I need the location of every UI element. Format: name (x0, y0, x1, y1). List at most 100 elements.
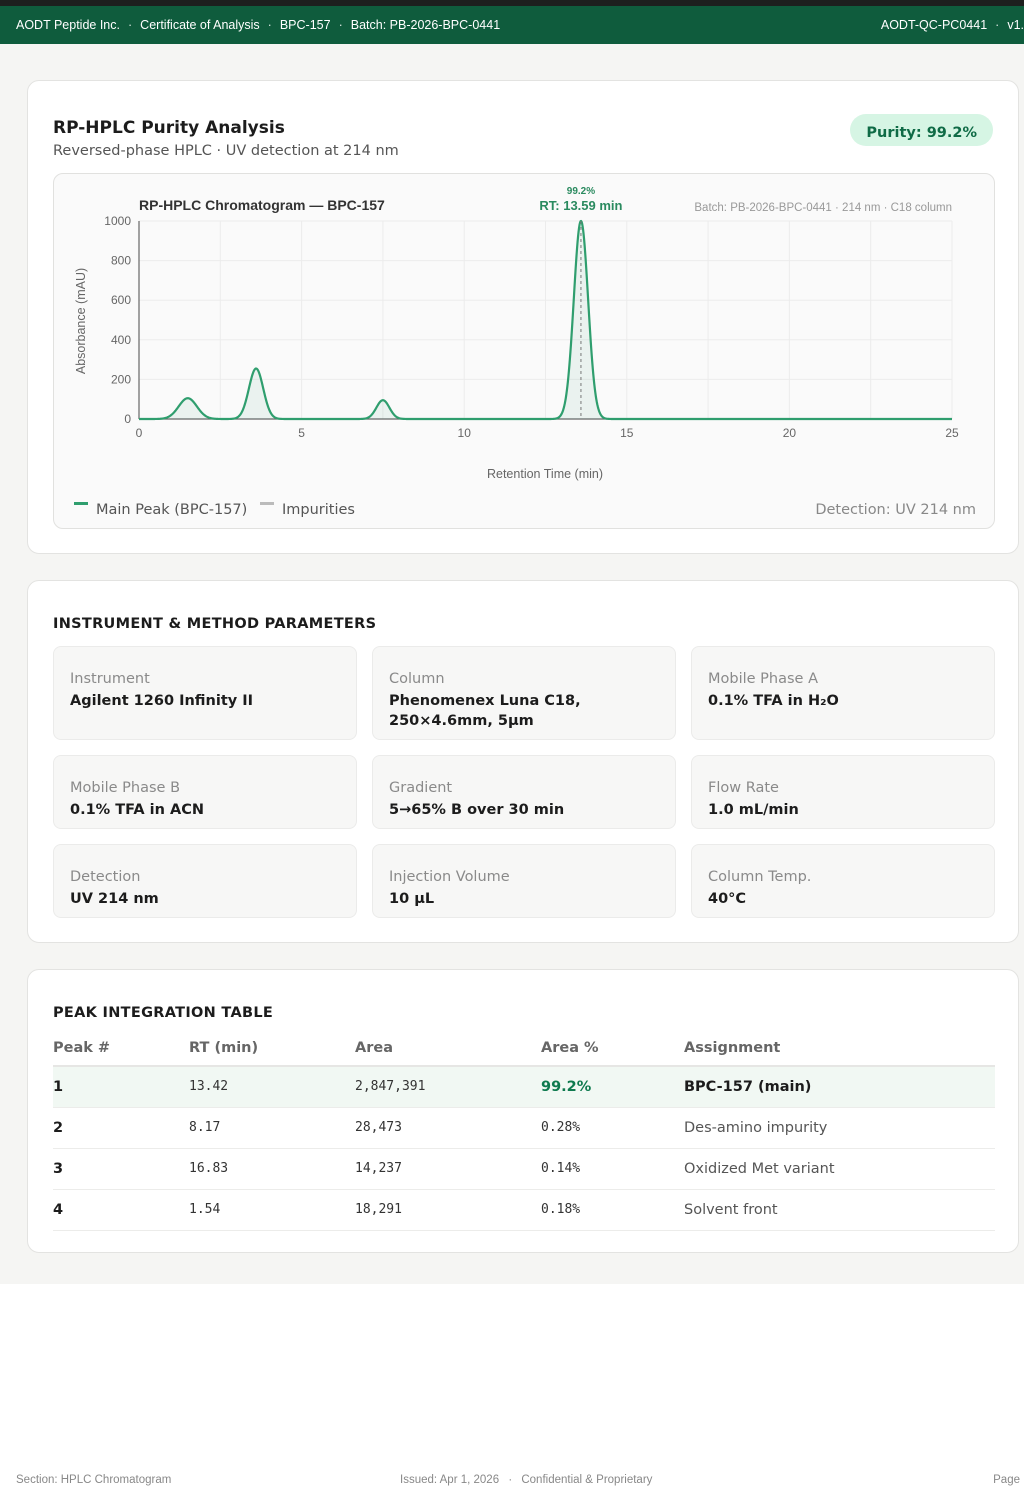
chromatogram-chart: 0 5 10 15 20 25 0 200 400 600 800 1000 RP-HPLC Chro… (74, 186, 959, 481)
document-id-group: AODT-QC-PC0441 · v1. (880, 18, 1024, 32)
param-tile-mobile-phase-b: Mobile Phase B 0.1% TFA in ACN (53, 755, 357, 829)
param-value: 10 μL (389, 891, 435, 907)
company-name: AODT Peptide Inc. (16, 18, 120, 32)
peak-assignment: Des-amino impurity (684, 1107, 995, 1149)
peak-area: 14,237 (355, 1148, 541, 1190)
param-label: Mobile Phase A (708, 671, 818, 687)
peak-area-pct: 0.18% (541, 1189, 684, 1231)
y-tick-label: 800 (111, 254, 131, 268)
param-label: Mobile Phase B (70, 780, 181, 796)
peak-integration-table: Peak # RT (min) Area Area % Assignment 1… (53, 1040, 995, 1231)
param-value: 40°C (708, 891, 747, 907)
document-version: v1. (1007, 18, 1024, 32)
peak-number: 4 (53, 1189, 189, 1231)
peak-assignment: Solvent front (684, 1189, 995, 1231)
x-tick-label: 15 (620, 426, 634, 440)
main-peak-rt-label: RT: 13.59 min (539, 198, 622, 213)
chart-title: RP-HPLC Chromatogram — BPC-157 (139, 197, 385, 213)
peak-assignment: Oxidized Met variant (684, 1148, 995, 1190)
param-value: Phenomenex Luna C18, 250×4.6mm, 5μm (389, 693, 581, 729)
parameters-card: INSTRUMENT & METHOD PARAMETERS Instrumen… (27, 580, 1019, 943)
document-type: Certificate of Analysis (140, 18, 260, 32)
topbar-edge (0, 0, 1024, 6)
legend-main-peak: Main Peak (BPC-157) (74, 501, 247, 518)
x-tick-label: 25 (945, 426, 959, 440)
chart-grid (139, 220, 953, 419)
peak-area: 18,291 (355, 1189, 541, 1231)
col-area: Area (355, 1040, 541, 1067)
param-tile-detection: Detection UV 214 nm (53, 844, 357, 918)
param-tile-gradient: Gradient 5→65% B over 30 min (372, 755, 676, 829)
footer-issued-group: Issued: Apr 1, 2026 · Confidential & Pro… (400, 1474, 653, 1486)
param-value: 0.1% TFA in H₂O (708, 693, 839, 709)
peak-area: 2,847,391 (355, 1066, 541, 1108)
peak-number: 2 (53, 1107, 189, 1149)
peak-number: 1 (53, 1066, 189, 1108)
x-tick-label: 10 (458, 426, 472, 440)
legend-impurities: Impurities (260, 501, 355, 518)
chart-subtitle: Batch: PB-2026-BPC-0441 · 214 nm · C18 c… (694, 202, 952, 214)
chart-y-axis-label: Absorbance (mAU) (74, 268, 88, 374)
param-value: 1.0 mL/min (708, 802, 799, 818)
peak-rt: 13.42 (189, 1066, 355, 1108)
col-peak-number: Peak # (53, 1040, 189, 1067)
y-tick-label: 400 (111, 333, 131, 347)
footer-section: Section: HPLC Chromatogram (16, 1474, 172, 1486)
chart-plot (138, 219, 953, 421)
y-tick-label: 1000 (104, 214, 131, 228)
hplc-card: RP-HPLC Purity Analysis Reversed-phase H… (27, 80, 1019, 554)
y-tick-label: 0 (124, 412, 131, 426)
parameters-title: INSTRUMENT & METHOD PARAMETERS (53, 616, 377, 632)
table-row: 4 1.54 18,291 0.18% Solvent front (53, 1189, 995, 1231)
peak-rt: 16.83 (189, 1148, 355, 1190)
table-header-row: Peak # RT (min) Area Area % Assignment (53, 1040, 995, 1067)
legend-main-swatch (74, 501, 88, 505)
param-value: Agilent 1260 Infinity II (70, 693, 254, 709)
param-value: 0.1% TFA in ACN (70, 802, 205, 818)
peak-table-card: PEAK INTEGRATION TABLE Peak # RT (min) A… (27, 969, 1019, 1253)
document-header-bar: AODT Peptide Inc. · Certificate of Analy… (0, 6, 1024, 44)
peak-area-pct: 0.28% (541, 1107, 684, 1149)
param-tile-injection-volume: Injection Volume 10 μL (372, 844, 676, 918)
peak-table-title: PEAK INTEGRATION TABLE (53, 1005, 274, 1021)
param-label: Column (389, 671, 445, 687)
param-label: Instrument (70, 671, 150, 687)
chart-x-axis-label: Retention Time (min) (487, 467, 603, 481)
legend-impurities-swatch (260, 501, 274, 505)
purity-badge: Purity: 99.2% (850, 114, 993, 146)
chart-legend: Main Peak (BPC-157) Impurities Detection… (54, 496, 994, 526)
y-tick-label: 200 (111, 372, 131, 386)
peak-assignment: BPC-157 (main) (684, 1066, 995, 1108)
param-label: Gradient (389, 780, 453, 796)
col-assignment: Assignment (684, 1040, 995, 1067)
peak-rt: 1.54 (189, 1189, 355, 1231)
main-peak-pct-label: 99.2% (567, 186, 595, 197)
peak-number: 3 (53, 1148, 189, 1190)
hplc-subtitle: Reversed-phase HPLC · UV detection at 21… (53, 143, 399, 159)
legend-detection: Detection: UV 214 nm (815, 502, 976, 518)
y-tick-label: 600 (111, 293, 131, 307)
peak-area-pct: 99.2% (541, 1066, 684, 1108)
peak-rt: 8.17 (189, 1107, 355, 1149)
document-id: AODT-QC-PC0441 (880, 18, 988, 32)
param-tile-column: Column Phenomenex Luna C18, 250×4.6mm, 5μ… (372, 646, 676, 740)
table-row: 1 13.42 2,847,391 99.2% BPC-157 (main) (53, 1066, 995, 1108)
chart-ticks: 0 5 10 15 20 25 0 200 400 600 800 1000 (104, 214, 959, 440)
col-area-pct: Area % (541, 1040, 684, 1067)
peak-area: 28,473 (355, 1107, 541, 1149)
x-tick-label: 20 (783, 426, 797, 440)
param-label: Flow Rate (708, 780, 779, 796)
footer-confidential: Confidential & Proprietary (521, 1474, 653, 1486)
x-tick-label: 5 (298, 426, 305, 440)
param-label: Injection Volume (389, 869, 510, 885)
param-tile-column-temp: Column Temp. 40°C (691, 844, 995, 918)
peak-area-pct: 0.14% (541, 1148, 684, 1190)
col-rt: RT (min) (189, 1040, 355, 1067)
param-tile-instrument: Instrument Agilent 1260 Infinity II (53, 646, 357, 740)
param-value: 5→65% B over 30 min (389, 802, 565, 818)
hplc-title: RP-HPLC Purity Analysis (53, 118, 285, 138)
chromatogram-panel: 0 5 10 15 20 25 0 200 400 600 800 1000 RP-HPLC Chro… (53, 173, 995, 529)
param-label: Column Temp. (708, 869, 812, 885)
product-name: BPC-157 (279, 18, 331, 32)
x-tick-label: 0 (136, 426, 143, 440)
